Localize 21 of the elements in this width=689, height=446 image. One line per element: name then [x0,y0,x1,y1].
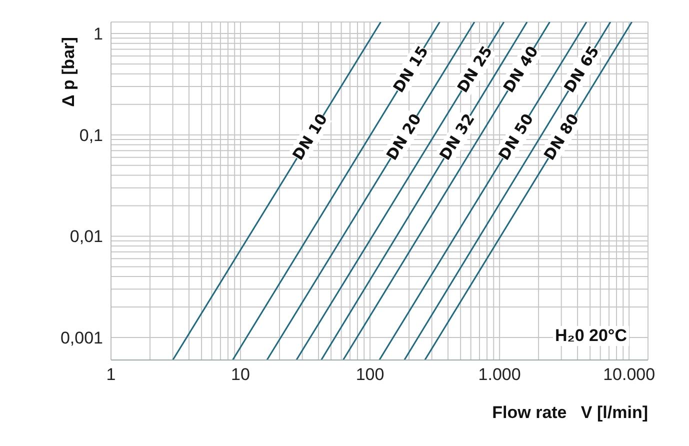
y-tick-label: 0,1 [79,126,103,145]
y-tick-label: 0,01 [70,227,103,246]
y-tick-label: 0,001 [60,328,103,348]
text: DN 15 [390,42,432,96]
annotation: H₂0 20°C [553,326,629,346]
x-tick-label: 10.000 [603,365,656,384]
x-tick-label: 1 [106,365,116,384]
text: DN 65 [560,42,603,96]
text: DN 32 [436,110,478,164]
text: DN 80 [540,110,583,164]
text: DN 40 [500,42,542,96]
y-axis-title: Δ p [bar] [59,37,78,107]
text: DN 10 [288,110,332,164]
text: DN 20 [382,110,426,164]
text: DN 25 [454,42,496,96]
x-tick-label: 100 [356,365,384,384]
x-tick-label: 1.000 [478,365,521,384]
x-axis-title: Flow rate V [l/min] [492,403,648,422]
x-tick-label: 10 [231,365,250,384]
text: DN 50 [494,110,538,164]
y-tick-label: 1 [94,24,103,44]
